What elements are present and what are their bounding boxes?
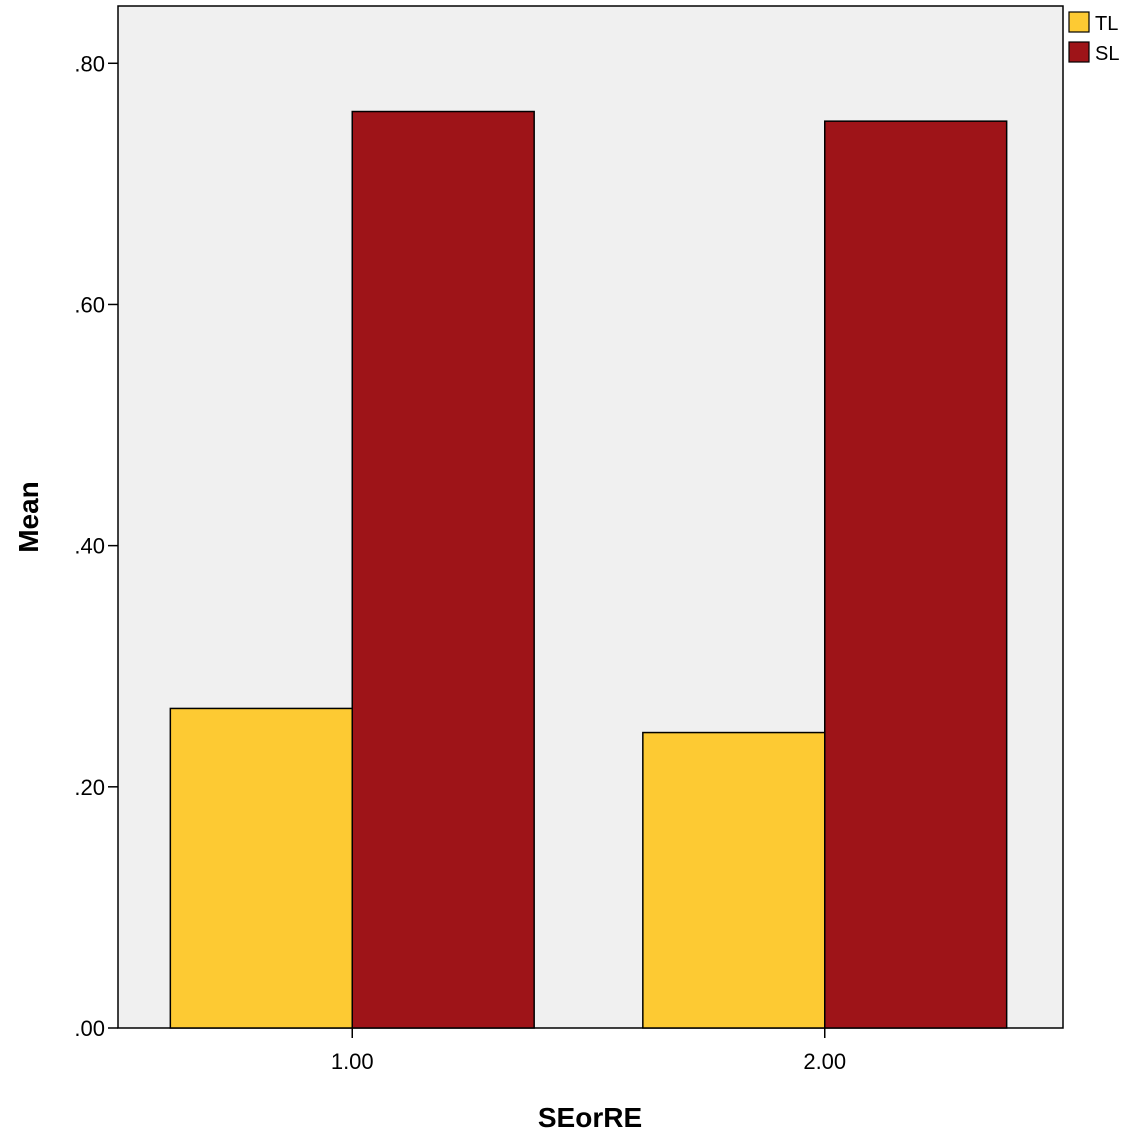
x-axis: 1.00 2.00 <box>331 1028 846 1074</box>
legend-swatch-sl <box>1068 41 1090 63</box>
legend-label-tl: TL <box>1095 13 1118 35</box>
bars-group <box>169 110 1008 1029</box>
x-tick-label: 1.00 <box>331 1049 374 1074</box>
x-tick-label: 2.00 <box>803 1049 846 1074</box>
y-tick-label: .80 <box>74 51 105 76</box>
legend-label-sl: SL <box>1095 43 1119 65</box>
y-tick-label: .20 <box>74 775 105 800</box>
bar-sl-1 <box>351 110 535 1029</box>
bar-tl-1 <box>169 707 353 1029</box>
bar-tl-2 <box>642 731 826 1029</box>
y-tick-label: .40 <box>74 534 105 559</box>
legend-swatch-tl <box>1068 11 1090 33</box>
y-tick-label: .00 <box>74 1016 105 1041</box>
y-tick-label: .60 <box>74 292 105 317</box>
y-axis: .00 .20 .40 .60 .80 <box>74 51 118 1041</box>
bar-sl-2 <box>824 120 1008 1029</box>
x-axis-title: SEorRE <box>538 1102 642 1133</box>
legend: TL SL <box>1068 11 1119 65</box>
y-axis-title: Mean <box>13 481 44 553</box>
